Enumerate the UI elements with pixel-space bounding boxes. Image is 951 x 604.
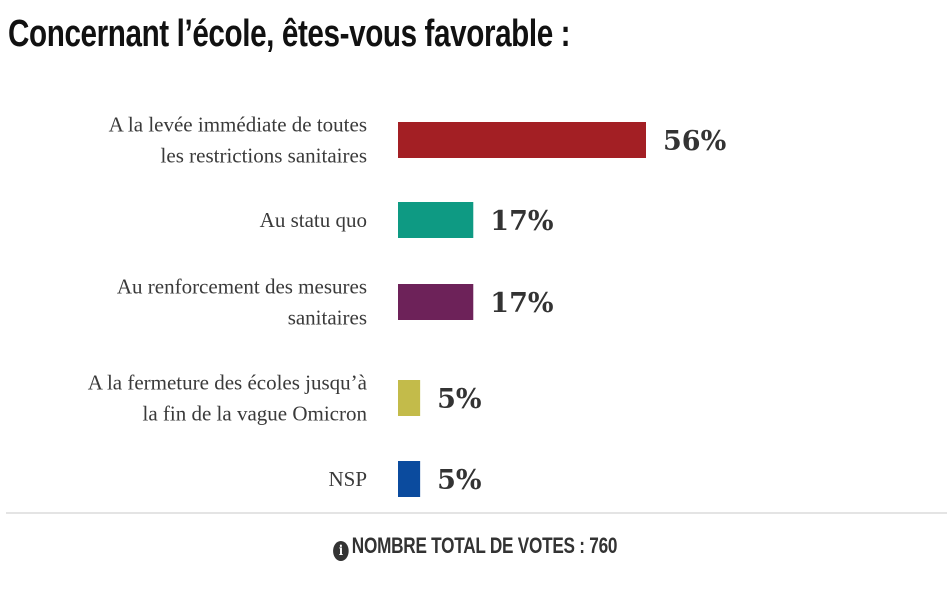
category-label-line: les restrictions sanitaires — [161, 144, 367, 168]
bar-chart: 56% A la levée immédiate de toutes les res… — [88, 113, 726, 497]
bar-value-label: 56% — [663, 126, 726, 157]
bar-value-label: 17% — [490, 288, 553, 319]
category-label-line: sanitaires — [288, 306, 367, 330]
info-icon: i — [333, 541, 350, 561]
bar-value-label: 17% — [490, 206, 553, 237]
vote-total: i NOMBRE TOTAL DE VOTES : 760 — [0, 528, 951, 564]
bar — [398, 202, 474, 238]
chart-title: Concernant l’école, êtes-vous favorable … — [8, 13, 571, 55]
category-label: A la levée immédiate de toutes les restri… — [109, 113, 367, 168]
category-label: NSP — [328, 467, 367, 491]
category-label-line: NSP — [328, 467, 367, 491]
divider — [6, 512, 947, 514]
bar-value-label: 5% — [437, 465, 481, 496]
bar — [398, 284, 474, 320]
vote-total-text: NOMBRE TOTAL DE VOTES : 760 — [352, 533, 618, 558]
category-label-line: Au statu quo — [260, 208, 367, 232]
bar — [398, 461, 421, 497]
category-label: A la fermeture des écoles jusqu’à la fin … — [88, 371, 368, 426]
category-label-line: A la levée immédiate de toutes — [109, 113, 367, 137]
bar — [398, 380, 421, 416]
category-label: Au renforcement des mesures sanitaires — [117, 275, 367, 330]
category-label: Au statu quo — [260, 208, 367, 232]
bar — [398, 122, 646, 158]
bar-value-label: 5% — [437, 384, 481, 415]
category-label-line: la fin de la vague Omicron — [143, 402, 368, 426]
category-label-line: A la fermeture des écoles jusqu’à — [88, 371, 368, 395]
category-label-line: Au renforcement des mesures — [117, 275, 367, 299]
